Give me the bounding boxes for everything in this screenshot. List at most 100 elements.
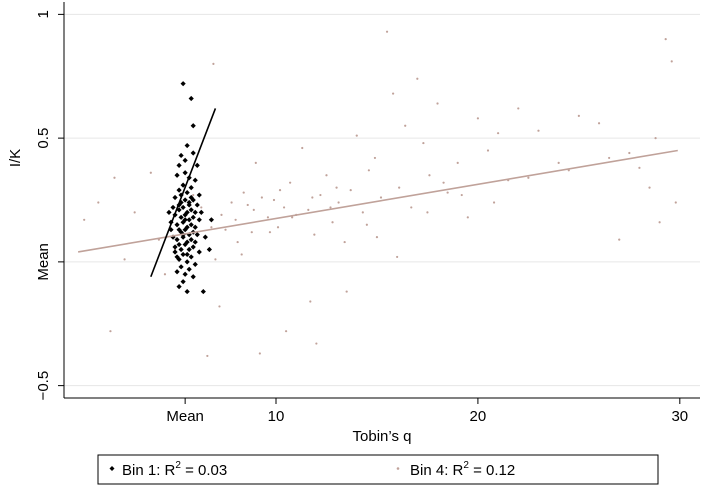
bin-1-point <box>200 288 206 295</box>
bin-1-point <box>184 288 190 295</box>
bin-1-point <box>208 217 214 223</box>
bin-1-point <box>172 244 178 250</box>
bin-4-point <box>240 253 243 256</box>
bin-4-point <box>109 330 112 333</box>
bin-4-point <box>123 258 126 261</box>
bin-4-point <box>674 201 677 204</box>
bin-1-point <box>190 150 196 156</box>
bin-1-point <box>182 197 188 203</box>
bin-1-point <box>170 204 176 211</box>
bin-4-point <box>375 236 379 239</box>
bin-4-point <box>214 258 217 261</box>
bin-4-point <box>206 354 209 358</box>
bin-4-point <box>220 213 223 216</box>
bin-1-point <box>178 214 184 220</box>
bin-1-point <box>178 246 184 253</box>
bin-1-point <box>172 194 178 201</box>
bin-4-point <box>289 181 292 184</box>
bin-4-point <box>670 60 673 63</box>
bin-4-point <box>396 255 399 259</box>
y-tick-label-2: 0.5 <box>35 128 52 149</box>
bin-1-point <box>186 202 192 208</box>
bin-1-point <box>172 249 178 255</box>
bin-4-point <box>282 206 286 209</box>
bin-4-point <box>315 342 318 345</box>
bin-4-point <box>618 238 621 241</box>
bin-1-point <box>196 249 202 255</box>
bin-4-point <box>224 228 227 231</box>
bin-4-point <box>236 240 239 244</box>
bin-4-point <box>416 77 419 80</box>
bin-1-point <box>192 177 198 183</box>
bin-1-point <box>192 209 198 215</box>
bin-1-points <box>166 81 214 295</box>
bin-4-point <box>307 208 310 211</box>
bin-4-point <box>343 240 346 244</box>
y-tick-label-0: −0.5 <box>35 371 52 401</box>
bin-1-point <box>194 162 200 168</box>
bin-1-point <box>196 217 202 223</box>
bin-1-point <box>190 123 196 129</box>
bin-4-point <box>355 134 358 137</box>
bin-1-point <box>202 234 208 240</box>
bin-4-point <box>361 211 364 214</box>
bin-1-point <box>186 217 192 223</box>
bin-1-point <box>174 237 180 243</box>
bin-4-point <box>246 203 249 207</box>
bin-4-point <box>301 146 304 150</box>
bin-4-point <box>426 211 429 214</box>
bin-4-point <box>476 117 480 120</box>
bin-4-point <box>234 218 237 221</box>
bin-4-point <box>428 174 431 177</box>
bin-1-point <box>174 222 180 228</box>
bin-1-point <box>192 239 198 245</box>
bin-1-point <box>186 246 192 253</box>
bin-1-point <box>176 187 182 193</box>
bin-4-point <box>313 233 316 236</box>
legend: Bin 1: R2 = 0.03 Bin 4: R2 = 0.12 <box>97 454 659 485</box>
bin-4-point <box>272 198 276 202</box>
bin-4-point <box>268 231 272 234</box>
bin-4-point <box>337 201 340 204</box>
bin-1-point <box>182 241 188 248</box>
bin-1-point <box>182 217 188 223</box>
bin-4-point <box>456 161 459 164</box>
bin-4-point <box>492 201 496 204</box>
bin-4-point <box>212 62 215 65</box>
bin-1-point <box>188 207 194 213</box>
bin-4-point <box>658 221 661 224</box>
bin-1-point <box>190 274 196 280</box>
bin-1-point <box>174 254 180 260</box>
bin-4-point <box>392 92 395 95</box>
bin-4-point <box>218 305 221 308</box>
bin-4-point <box>284 330 288 333</box>
bin-1-point <box>180 81 186 87</box>
bin-4-point <box>250 231 253 234</box>
y-tick-label-1: Mean <box>35 243 52 281</box>
bin-4-points <box>83 30 677 358</box>
bin-1-point <box>194 202 200 208</box>
bin-4-point <box>664 38 667 41</box>
bin-4-point <box>367 169 370 172</box>
bin-1-point <box>194 232 200 238</box>
bin-4-point <box>527 176 530 179</box>
bin-4-point <box>242 191 245 194</box>
bin-4-point <box>309 300 312 303</box>
bin-1-point <box>166 209 172 215</box>
bin-1-point <box>176 284 182 290</box>
bin-1-point <box>180 251 186 258</box>
bin-4-point <box>252 208 255 211</box>
bin-4-point <box>460 193 463 197</box>
bin-4-point <box>638 166 641 169</box>
bin-4-point <box>436 102 439 105</box>
bin-4-point <box>192 193 195 197</box>
bin-1-point <box>180 182 186 188</box>
axes: −0.5 Mean 0.5 1 Mean 10 20 30 <box>35 2 700 425</box>
bin-1-point <box>192 261 198 267</box>
bin-4-point <box>97 201 100 204</box>
bin-1-point <box>182 170 188 176</box>
bin-4-point <box>83 218 86 221</box>
bin-1-point <box>188 237 194 243</box>
bin-1-point <box>176 241 182 248</box>
bin-4-point <box>385 30 389 33</box>
